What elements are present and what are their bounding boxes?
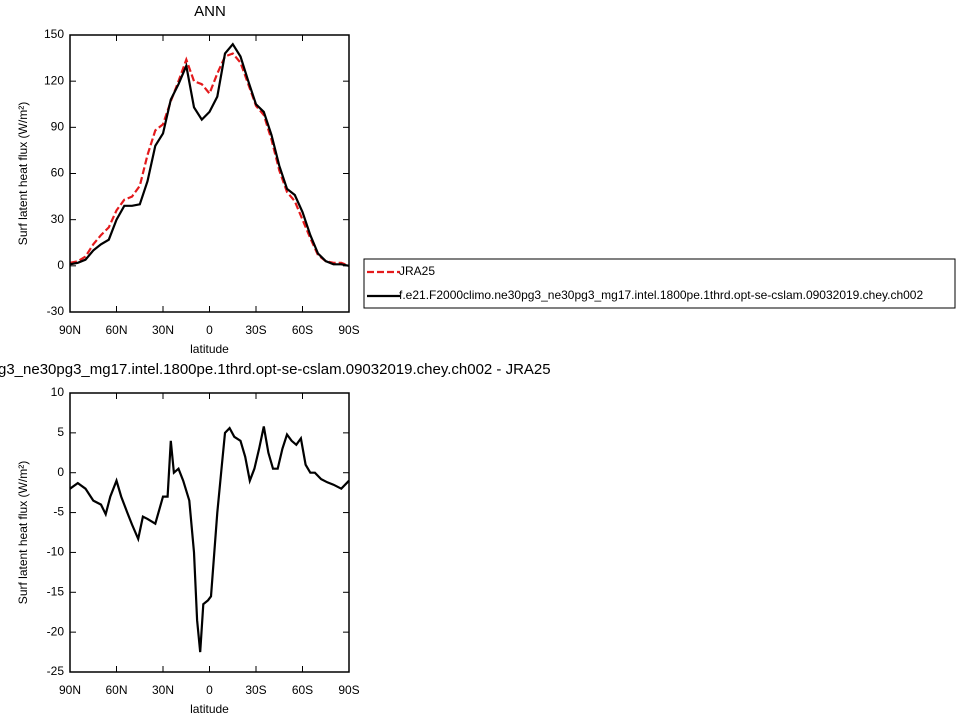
y-tick-label: -5 [53, 505, 64, 519]
y-tick-label: -30 [47, 304, 65, 318]
x-tick-label: 90N [59, 683, 81, 697]
y-tick-label: 0 [57, 465, 64, 479]
y-tick-label: -10 [47, 545, 65, 559]
y-tick-label: -25 [47, 664, 65, 678]
y-tick-label: 5 [57, 425, 64, 439]
legend-label: f.e21.F2000climo.ne30pg3_ne30pg3_mg17.in… [399, 288, 923, 302]
x-axis-label: latitude [190, 702, 229, 716]
y-axis-label: Surf latent heat flux (W/m²) [16, 102, 30, 245]
x-axis-label: latitude [190, 342, 229, 356]
x-tick-label: 90S [338, 323, 359, 337]
y-tick-label: 10 [51, 385, 65, 399]
x-tick-label: 90S [338, 683, 359, 697]
y-tick-label: 60 [51, 166, 65, 180]
x-tick-label: 0 [206, 323, 213, 337]
data-line [69, 52, 350, 267]
data-line [69, 426, 350, 653]
x-tick-label: 60S [292, 683, 313, 697]
x-tick-label: 30S [245, 323, 266, 337]
legend: JRA25 f.e21.F2000climo.ne30pg3_ne30pg3_mg… [363, 258, 956, 309]
x-tick-label: 30N [152, 683, 174, 697]
y-tick-label: 30 [51, 212, 65, 226]
x-tick-label: 60N [105, 323, 127, 337]
y-tick-label: 120 [44, 73, 64, 87]
y-tick-label: 150 [44, 27, 64, 41]
chart-title: g3_ne30pg3_mg17.intel.1800pe.1thrd.opt-s… [0, 361, 551, 378]
x-tick-label: 90N [59, 323, 81, 337]
x-tick-label: 60N [105, 683, 127, 697]
x-tick-label: 30S [245, 683, 266, 697]
legend-label: JRA25 [399, 264, 435, 278]
legend-box [363, 258, 956, 309]
chart-title: ANN [194, 3, 226, 20]
y-tick-label: -20 [47, 624, 65, 638]
plot-frame [69, 392, 350, 673]
plot-frame [69, 34, 350, 313]
x-tick-label: 0 [206, 683, 213, 697]
y-axis-label: Surf latent heat flux (W/m²) [16, 461, 30, 604]
x-tick-label: 60S [292, 323, 313, 337]
y-tick-label: -15 [47, 584, 65, 598]
x-tick-label: 30N [152, 323, 174, 337]
y-tick-label: 0 [57, 258, 64, 272]
y-tick-label: 90 [51, 120, 65, 134]
data-line [69, 42, 350, 267]
